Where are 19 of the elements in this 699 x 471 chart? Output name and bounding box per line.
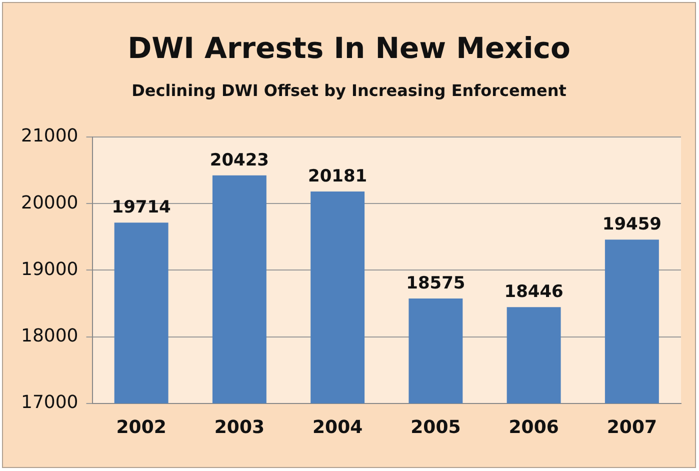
- x-tick-label: 2005: [410, 416, 461, 438]
- data-label: 19459: [602, 214, 662, 235]
- x-tick-label: 2002: [116, 416, 166, 438]
- data-label: 19714: [112, 198, 172, 218]
- x-tick-label: 2003: [214, 416, 264, 438]
- y-tick-label: 18000: [20, 325, 78, 346]
- y-tick-label: 19000: [20, 258, 78, 280]
- data-label: 20181: [308, 166, 368, 186]
- y-tick-label: 21000: [20, 126, 78, 147]
- data-label: 18446: [504, 282, 564, 302]
- x-tick-label: 2004: [312, 416, 363, 438]
- chart-title: DWI Arrests In New Mexico: [126, 31, 572, 65]
- x-tick-label: 2006: [508, 416, 559, 438]
- y-tick-label: 17000: [20, 392, 78, 414]
- x-tick-label: 2007: [606, 416, 657, 438]
- data-label: 18575: [406, 273, 466, 294]
- data-label: 20423: [210, 150, 270, 170]
- chart-subtitle: Declining DWI Offset by Increasing Enforcement: [130, 81, 568, 100]
- y-tick-label: 20000: [20, 192, 78, 214]
